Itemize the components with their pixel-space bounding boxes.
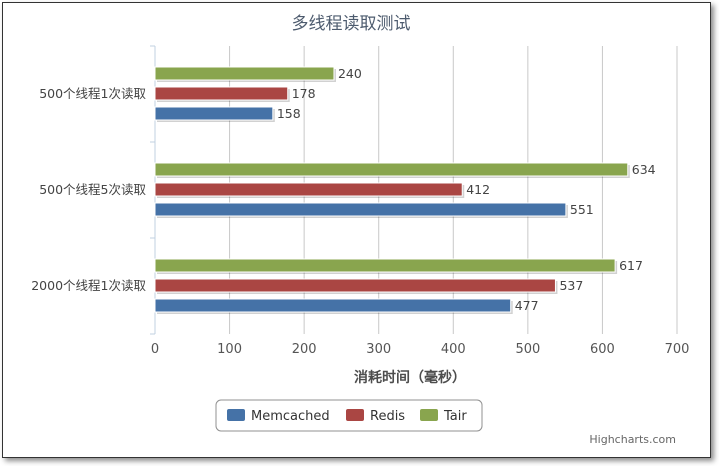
credits-link[interactable]: Highcharts.com (589, 433, 676, 446)
legend-symbol[interactable] (346, 409, 364, 421)
legend[interactable]: Memcached Redis Tair (215, 399, 483, 432)
chart-frame (2, 2, 711, 458)
x-tick-label: 200 (292, 342, 317, 357)
category-label: 500个线程1次读取 (39, 86, 146, 101)
bar-redis[interactable] (154, 86, 289, 101)
x-tick-label: 400 (441, 342, 466, 357)
legend-symbol[interactable] (420, 409, 438, 421)
bar-tair[interactable] (154, 162, 629, 177)
bar-tair[interactable] (154, 66, 335, 81)
category-labels: 500个线程1次读取 500个线程5次读取 2000个线程1次读取 (31, 86, 146, 293)
legend-symbol[interactable] (227, 409, 245, 421)
bar-memcached[interactable] (154, 106, 274, 121)
data-label: 551 (570, 202, 594, 217)
data-label: 178 (292, 86, 316, 101)
legend-item-redis[interactable]: Redis (370, 409, 405, 424)
bar-tair[interactable] (154, 258, 616, 273)
data-label: 240 (338, 66, 362, 81)
bar-redis[interactable] (154, 182, 463, 197)
data-label: 412 (466, 182, 490, 197)
x-tick-label: 600 (590, 342, 615, 357)
bar-redis[interactable] (154, 278, 556, 293)
legend-items: Memcached Redis Tair (227, 409, 467, 424)
legend-item-tair[interactable]: Tair (443, 409, 467, 424)
x-tick-label: 700 (665, 342, 690, 357)
x-axis-title: 消耗时间（毫秒） (354, 369, 466, 386)
chart-title: 多线程读取测试 (292, 14, 411, 34)
x-tick-label: 100 (217, 342, 242, 357)
category-label: 2000个线程1次读取 (31, 278, 146, 293)
data-label: 617 (619, 258, 643, 273)
x-tick-label: 500 (515, 342, 540, 357)
bar-memcached[interactable] (154, 298, 512, 313)
category-label: 500个线程5次读取 (39, 182, 146, 197)
bar-memcached[interactable] (154, 202, 567, 217)
data-label: 477 (515, 298, 539, 313)
bars: 240 178 158 634 412 551 617 537 477 (154, 66, 656, 314)
x-axis-tick-labels: 0 100 200 300 400 500 600 700 (151, 342, 690, 357)
data-label: 634 (632, 162, 656, 177)
x-tick-label: 300 (366, 342, 391, 357)
data-label: 537 (559, 278, 583, 293)
legend-item-memcached[interactable]: Memcached (251, 409, 330, 424)
data-label: 158 (277, 106, 301, 121)
x-tick-label: 0 (151, 342, 159, 357)
